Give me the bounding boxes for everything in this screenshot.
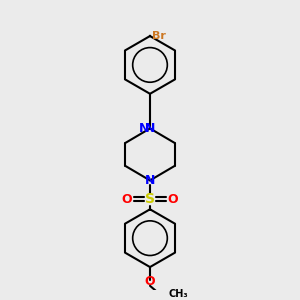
Text: S: S xyxy=(145,192,155,206)
Text: O: O xyxy=(145,275,155,288)
Text: O: O xyxy=(168,193,178,206)
Text: N: N xyxy=(139,122,149,135)
Text: O: O xyxy=(122,193,132,206)
Text: N: N xyxy=(145,122,155,135)
Text: CH₃: CH₃ xyxy=(168,290,188,299)
Text: Br: Br xyxy=(152,31,166,41)
Text: N: N xyxy=(145,174,155,187)
